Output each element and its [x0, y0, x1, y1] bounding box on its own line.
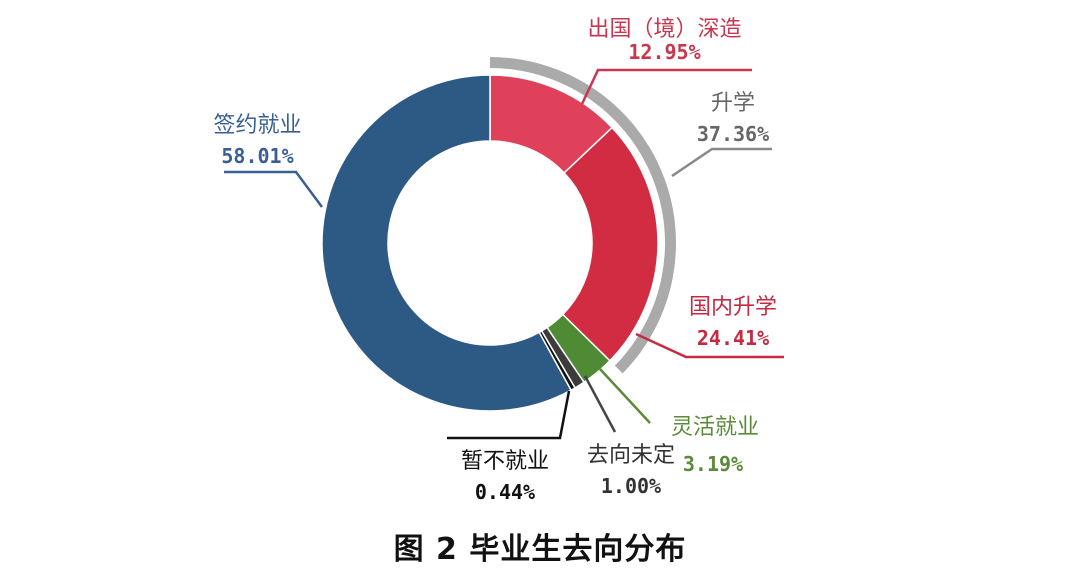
label-abroad: 出国（境）深造 12.95% — [572, 17, 757, 64]
leader-line-signed — [224, 170, 324, 208]
donut-slice — [321, 74, 573, 412]
label-name: 国内升学 — [688, 295, 777, 320]
leader-line-notemployed — [447, 390, 571, 440]
label-flexible-value: 3.19% — [678, 452, 748, 476]
label-value: 24.41% — [696, 326, 770, 350]
leader-lines — [224, 68, 784, 440]
label-name: 去向未定 — [586, 443, 675, 468]
label-name: 升学 — [710, 91, 755, 116]
label-name: 出国（境）深造 — [587, 17, 742, 42]
label-value: 0.44% — [474, 480, 536, 504]
label-value: 12.95% — [628, 40, 701, 64]
leader-line-further — [671, 147, 772, 178]
leader-line-flexible — [599, 368, 651, 424]
label-name: 暂不就业 — [460, 449, 549, 474]
label-name: 灵活就业 — [670, 415, 759, 440]
figure-caption: 图 2 毕业生去向分布 — [393, 532, 687, 567]
leader-line-domestic — [635, 332, 784, 359]
donut-slices — [321, 74, 659, 412]
label-value: 58.01% — [221, 144, 294, 168]
donut-slice — [561, 126, 659, 362]
group-arc-further-study — [490, 57, 677, 374]
label-undecided: 去向未定 1.00% — [576, 443, 686, 499]
label-value: 3.19% — [682, 452, 744, 476]
label-domestic: 国内升学 24.41% — [678, 295, 788, 351]
label-name: 签约就业 — [213, 113, 302, 138]
label-flexible: 灵活就业 — [660, 416, 770, 440]
label-further-study: 升学 37.36% — [688, 91, 778, 147]
label-signed: 签约就业 58.01% — [200, 113, 315, 169]
leader-line-undecided — [583, 375, 617, 433]
leader-line-abroad — [580, 68, 752, 105]
label-value: 37.36% — [696, 122, 770, 146]
label-value: 1.00% — [600, 474, 662, 498]
label-notemployed: 暂不就业 0.44% — [450, 449, 560, 505]
